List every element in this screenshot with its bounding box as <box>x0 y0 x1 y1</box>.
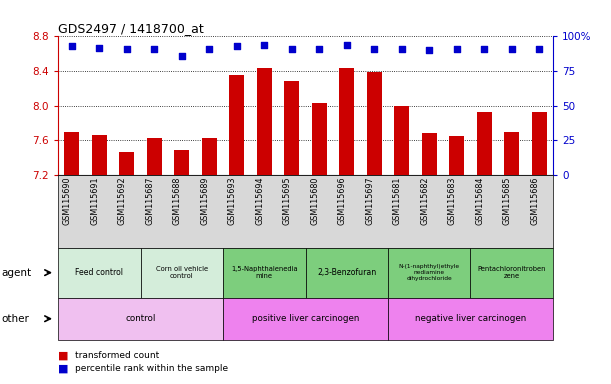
Text: 1,5-Naphthalenedia
mine: 1,5-Naphthalenedia mine <box>231 266 298 279</box>
Bar <box>119 152 134 175</box>
Text: GSM115684: GSM115684 <box>475 177 485 225</box>
Bar <box>312 103 327 175</box>
Text: GSM115697: GSM115697 <box>365 177 374 225</box>
Text: 2,3-Benzofuran: 2,3-Benzofuran <box>317 268 376 277</box>
Text: control: control <box>125 314 156 323</box>
Bar <box>284 81 299 175</box>
Point <box>452 46 462 52</box>
Bar <box>92 135 107 175</box>
Text: GSM115694: GSM115694 <box>255 177 264 225</box>
Text: GSM115690: GSM115690 <box>63 177 72 225</box>
Point <box>480 46 489 52</box>
Text: N-(1-naphthyl)ethyle
nediamine
dihydrochloride: N-(1-naphthyl)ethyle nediamine dihydroch… <box>398 264 460 281</box>
Bar <box>532 112 547 175</box>
Text: GSM115688: GSM115688 <box>173 177 182 225</box>
Text: positive liver carcinogen: positive liver carcinogen <box>252 314 359 323</box>
Point <box>149 46 159 52</box>
Bar <box>422 133 437 175</box>
Bar <box>394 106 409 175</box>
Text: GSM115682: GSM115682 <box>420 177 429 225</box>
Point <box>424 47 434 53</box>
Text: GSM115689: GSM115689 <box>200 177 209 225</box>
Text: GSM115693: GSM115693 <box>228 177 237 225</box>
Point <box>204 46 214 52</box>
Text: GSM115692: GSM115692 <box>118 177 127 225</box>
Bar <box>449 136 464 175</box>
Text: ■: ■ <box>58 350 68 360</box>
Point <box>95 45 104 51</box>
Text: GDS2497 / 1418700_at: GDS2497 / 1418700_at <box>58 22 204 35</box>
Point <box>177 53 187 59</box>
Point <box>534 46 544 52</box>
Bar <box>147 137 162 175</box>
Text: GSM115687: GSM115687 <box>145 177 155 225</box>
Bar <box>504 132 519 175</box>
Bar <box>367 72 382 175</box>
Bar <box>174 150 189 175</box>
Point <box>287 46 297 52</box>
Text: GSM115691: GSM115691 <box>90 177 100 225</box>
Text: GSM115685: GSM115685 <box>503 177 512 225</box>
Point <box>369 46 379 52</box>
Text: GSM115695: GSM115695 <box>283 177 292 225</box>
Text: Feed control: Feed control <box>75 268 123 277</box>
Text: negative liver carcinogen: negative liver carcinogen <box>415 314 526 323</box>
Text: Pentachloronitroben
zene: Pentachloronitroben zene <box>477 266 546 279</box>
Point <box>397 46 407 52</box>
Text: GSM115680: GSM115680 <box>310 177 320 225</box>
Bar <box>64 132 79 175</box>
Text: GSM115681: GSM115681 <box>393 177 402 225</box>
Text: agent: agent <box>1 268 31 278</box>
Point <box>67 43 77 49</box>
Bar <box>257 68 272 175</box>
Text: transformed count: transformed count <box>75 351 159 360</box>
Point <box>122 46 132 52</box>
Text: percentile rank within the sample: percentile rank within the sample <box>75 364 229 373</box>
Text: GSM115696: GSM115696 <box>338 177 347 225</box>
Text: Corn oil vehicle
control: Corn oil vehicle control <box>156 266 208 279</box>
Bar <box>202 137 217 175</box>
Point <box>232 43 242 49</box>
Bar <box>339 68 354 175</box>
Point <box>315 46 324 52</box>
Point <box>507 46 517 52</box>
Point <box>342 42 352 48</box>
Bar <box>477 112 492 175</box>
Text: ■: ■ <box>58 364 68 374</box>
Text: other: other <box>1 314 29 324</box>
Point <box>259 42 269 48</box>
Bar <box>229 75 244 175</box>
Text: GSM115686: GSM115686 <box>530 177 540 225</box>
Text: GSM115683: GSM115683 <box>448 177 457 225</box>
